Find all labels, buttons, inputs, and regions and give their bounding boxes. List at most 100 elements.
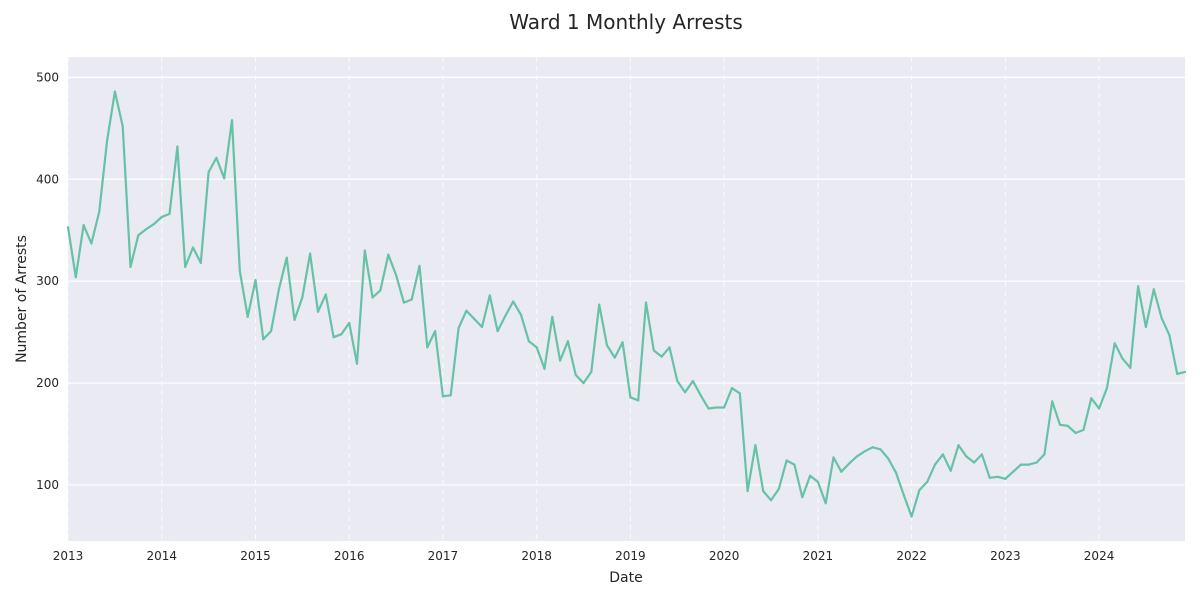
data-point [801, 496, 804, 499]
data-point [371, 296, 374, 299]
data-point [660, 355, 663, 358]
data-point [644, 301, 648, 304]
data-point [1090, 397, 1093, 400]
data-point [269, 329, 273, 333]
data-point [1113, 342, 1116, 345]
data-point [1066, 424, 1069, 427]
data-point [512, 300, 515, 303]
data-point [574, 373, 577, 377]
data-point [996, 475, 999, 478]
data-point [105, 139, 109, 142]
data-point [965, 455, 968, 458]
data-point [176, 145, 179, 148]
x-tick-label: 2021 [803, 549, 834, 563]
data-point [605, 344, 609, 347]
data-point [777, 487, 780, 491]
data-point [496, 329, 499, 333]
data-point [246, 315, 249, 318]
data-point [1035, 461, 1038, 464]
data-point [816, 480, 819, 484]
data-point [871, 446, 874, 449]
data-point [426, 346, 429, 349]
data-point [1129, 366, 1132, 369]
data-point [668, 346, 671, 349]
data-point [723, 406, 726, 409]
y-tick-label: 400 [36, 172, 59, 186]
data-point [1058, 423, 1062, 426]
data-point [340, 333, 343, 336]
data-point [1121, 357, 1124, 360]
data-point [207, 171, 210, 174]
data-point [637, 399, 640, 402]
data-point [1176, 372, 1179, 375]
x-tick-labels: 2013 2014 2015 2016 2017 2018 2019 2020 2021 2022… [53, 549, 1115, 563]
data-point [121, 125, 124, 128]
data-point [348, 321, 351, 325]
data-point [82, 224, 85, 227]
data-point [707, 407, 710, 410]
data-point [449, 394, 452, 397]
x-tick-label: 2017 [428, 549, 459, 563]
x-tick-label: 2015 [240, 549, 271, 563]
data-point [90, 242, 93, 245]
data-point [98, 210, 101, 213]
chart-title: Ward 1 Monthly Arrests [509, 10, 743, 34]
data-point [355, 362, 359, 365]
data-point [254, 279, 257, 282]
data-point [1027, 463, 1030, 466]
data-point [113, 90, 116, 93]
data-point [145, 228, 148, 231]
data-point [676, 379, 679, 383]
x-tick-label: 2024 [1084, 549, 1115, 563]
data-point [941, 453, 944, 456]
x-tick-label: 2018 [521, 549, 552, 563]
data-point [863, 450, 866, 453]
data-point [1012, 470, 1015, 473]
data-point [762, 489, 765, 493]
data-point [394, 273, 398, 277]
data-point [980, 453, 984, 456]
data-point [1004, 477, 1007, 480]
data-point [379, 289, 382, 292]
data-point [402, 301, 405, 304]
data-point [309, 252, 312, 255]
data-point [316, 310, 320, 313]
data-point [832, 456, 835, 459]
series-group [66, 90, 1187, 518]
data-point [918, 488, 921, 492]
data-point [887, 457, 890, 460]
data-point [363, 249, 366, 252]
data-point [840, 470, 843, 473]
data-point [285, 256, 288, 259]
data-point [324, 293, 327, 296]
y-tick-labels: 100 200 300 400 500 [36, 70, 59, 492]
data-point [1019, 463, 1023, 466]
data-point [769, 499, 773, 502]
data-point [598, 303, 601, 306]
data-point [551, 315, 554, 318]
y-tick-label: 300 [36, 274, 59, 288]
data-point [1105, 387, 1108, 390]
data-point [152, 223, 156, 226]
y-tick-label: 500 [36, 70, 59, 84]
data-point [504, 314, 507, 317]
x-tick-label: 2016 [334, 549, 365, 563]
data-point [480, 325, 484, 329]
data-point [519, 313, 523, 316]
data-point [410, 298, 413, 301]
data-point [621, 341, 624, 344]
data-point [535, 346, 538, 349]
data-point [293, 318, 296, 321]
data-point [848, 462, 851, 465]
data-point [74, 275, 77, 279]
y-tick-label: 200 [36, 376, 59, 390]
data-point [66, 226, 70, 229]
data-point [949, 469, 952, 472]
data-point [215, 156, 218, 159]
data-point [590, 370, 593, 373]
data-point [746, 489, 749, 493]
data-point [715, 406, 718, 409]
y-axis-label: Number of Arrests [14, 235, 30, 363]
data-point [824, 502, 827, 505]
